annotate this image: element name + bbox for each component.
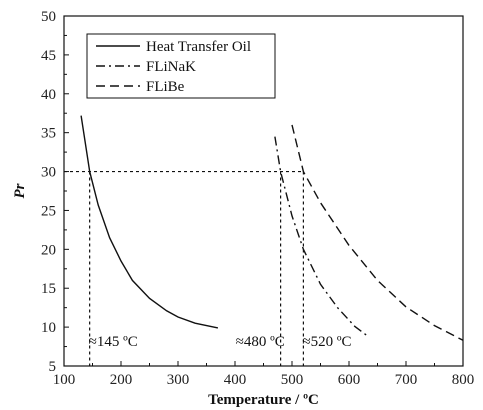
series-line-0 [80, 115, 219, 329]
legend-entry-2: FLiBe [146, 79, 185, 95]
x-tick-label: 700 [395, 372, 418, 388]
annotation-label-2: ≈520 ºC [302, 334, 351, 350]
series-lines [80, 115, 464, 341]
y-tick-label: 15 [41, 281, 56, 297]
annotation-label-0: ≈145 ºC [89, 334, 138, 350]
y-tick-label: 30 [41, 165, 56, 181]
x-tick-label: 300 [167, 372, 190, 388]
legend-entry-1: FLiNaK [146, 59, 196, 75]
legend-entry-0: Heat Transfer Oil [146, 39, 251, 55]
y-tick-label: 25 [41, 203, 56, 219]
y-axis-title: Pr [12, 183, 28, 198]
x-tick-label: 600 [338, 372, 361, 388]
reference-lines [64, 170, 304, 366]
x-tick-label: 400 [224, 372, 247, 388]
x-tick-label: 500 [281, 372, 304, 388]
x-tick-label: 800 [452, 372, 475, 388]
y-tick-label: 50 [41, 9, 56, 25]
y-tick-label: 20 [41, 242, 56, 258]
y-tick-label: 35 [41, 126, 56, 142]
legend: Heat Transfer Oil FLiNaK FLiBe [86, 33, 276, 99]
y-tick-label: 10 [41, 320, 56, 336]
y-tick-label: 5 [49, 359, 57, 375]
x-axis-title: Temperature / ºC [208, 392, 319, 408]
y-tick-label: 45 [41, 48, 56, 64]
annotation-label-1: ≈480 ºC [236, 334, 285, 350]
series-line-1 [274, 136, 367, 336]
annotations: ≈145 ºC ≈480 ºC ≈520 ºC [89, 334, 352, 350]
series-line-2 [291, 124, 464, 341]
x-tick-label: 100 [53, 372, 76, 388]
ticks: 100 200 300 400 500 600 700 800 5 10 15 20 25 30 35 40 4… [12, 9, 474, 408]
y-tick-label: 40 [41, 87, 56, 103]
x-tick-label: 200 [110, 372, 133, 388]
